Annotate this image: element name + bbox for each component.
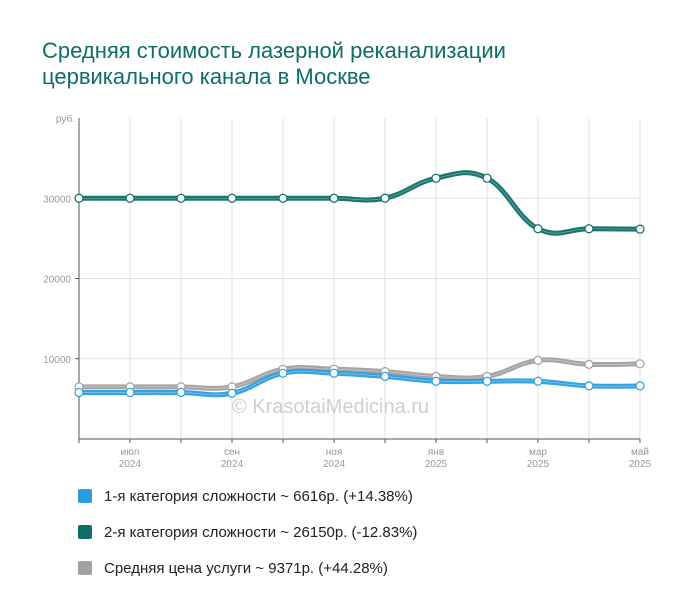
series-line-highlight-2 xyxy=(78,359,641,389)
chart-points xyxy=(74,173,645,398)
x-tick-label-year: 2025 xyxy=(629,459,652,470)
data-point xyxy=(74,193,84,203)
legend-item-category-2[interactable]: 2-я категория сложности ~ 26150р. (-12.8… xyxy=(78,522,417,542)
data-point xyxy=(380,193,390,203)
y-axis-label: руб. xyxy=(56,113,75,125)
series-line-highlight-1 xyxy=(79,172,641,234)
legend-label: 2-я категория сложности ~ 26150р. (-12.8… xyxy=(104,523,418,541)
data-point xyxy=(329,368,339,378)
legend-label: Средняя цена услуги ~ 9371р. (+44.28%) xyxy=(104,559,388,577)
y-tick-label: 10000 xyxy=(43,355,71,366)
legend-swatch xyxy=(78,561,92,575)
x-tick-label-month: янв xyxy=(428,447,444,458)
data-point xyxy=(533,224,543,234)
series-line-1 xyxy=(76,170,643,236)
data-point xyxy=(74,387,84,398)
data-point xyxy=(431,173,441,183)
data-point xyxy=(533,355,543,365)
data-point xyxy=(329,193,339,203)
x-tick-label-month: мар xyxy=(529,447,547,458)
x-tick-label-year: 2024 xyxy=(221,459,244,470)
data-point xyxy=(635,359,645,369)
x-tick-label-month: июл xyxy=(121,447,140,458)
series-line-3 xyxy=(76,368,643,398)
chart-series xyxy=(76,170,643,398)
data-point xyxy=(125,387,135,398)
data-point xyxy=(227,193,237,203)
y-tick-label: 30000 xyxy=(43,194,71,205)
chart-legend: 1-я категория сложности ~ 6616р. (+14.38… xyxy=(78,486,417,594)
chart-tick-labels: руб.100002000030000июл2024сен2024ноя2024… xyxy=(43,113,651,470)
data-point xyxy=(431,376,441,386)
data-point xyxy=(584,381,594,391)
chart-title: Средняя стоимость лазерной реканализации… xyxy=(42,38,506,89)
data-point xyxy=(380,371,390,382)
data-point xyxy=(482,376,492,386)
data-point xyxy=(176,193,186,203)
data-point xyxy=(635,381,645,391)
series-line-highlight-3 xyxy=(79,370,641,396)
data-point xyxy=(482,173,492,183)
data-point xyxy=(176,387,186,398)
data-point xyxy=(278,368,288,378)
x-tick-label-month: ноя xyxy=(326,447,343,458)
x-tick-label-month: май xyxy=(631,447,649,458)
watermark: © KrasotaiMedicina.ru xyxy=(232,396,430,418)
legend-item-category-1[interactable]: 1-я категория сложности ~ 6616р. (+14.38… xyxy=(78,486,417,506)
x-tick-label-year: 2024 xyxy=(323,459,346,470)
data-point xyxy=(584,359,594,369)
data-point xyxy=(227,388,237,398)
y-tick-label: 20000 xyxy=(43,275,71,286)
legend-swatch xyxy=(78,525,92,539)
x-tick-label-year: 2025 xyxy=(527,459,550,470)
x-tick-label-month: сен xyxy=(224,447,240,458)
data-point xyxy=(533,376,543,386)
legend-item-average[interactable]: Средняя цена услуги ~ 9371р. (+44.28%) xyxy=(78,558,417,578)
x-tick-label-year: 2024 xyxy=(119,459,142,470)
x-tick-label-year: 2025 xyxy=(425,459,448,470)
legend-swatch xyxy=(78,489,92,503)
data-point xyxy=(635,224,645,234)
data-point xyxy=(584,224,594,234)
data-point xyxy=(278,193,288,203)
series-line-2 xyxy=(76,357,643,391)
legend-label: 1-я категория сложности ~ 6616р. (+14.38… xyxy=(104,487,413,505)
data-point xyxy=(125,193,135,203)
